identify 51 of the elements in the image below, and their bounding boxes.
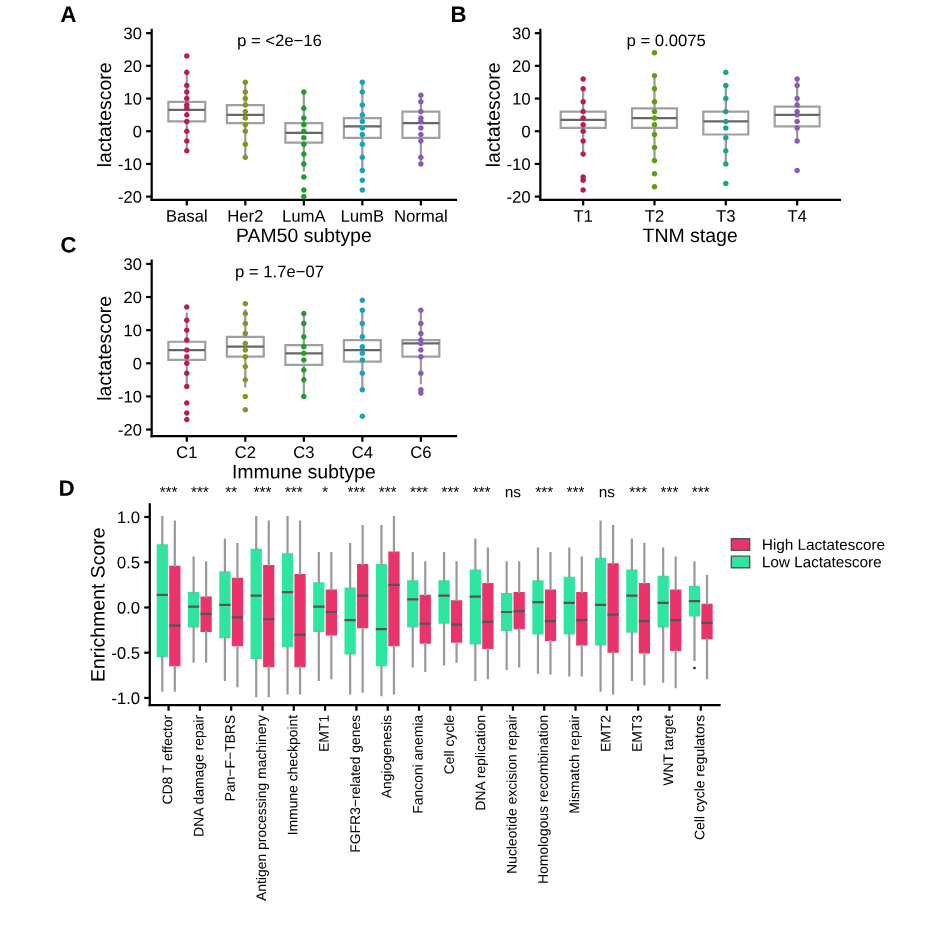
- y-tick-label: -10: [118, 158, 142, 171]
- x-tick-label: Basal: [167, 209, 207, 222]
- y-tick-label: 1.0: [118, 511, 140, 524]
- chart-title: B: [451, 6, 466, 22]
- annotation: p = 0.0075: [627, 34, 706, 50]
- y-tick-label: -1.0: [112, 692, 140, 705]
- x-tick-label: C3: [294, 446, 314, 459]
- x-tick-label: T1: [573, 210, 593, 222]
- x-tick-label: C1: [176, 446, 197, 459]
- y-tick-label: 0.0: [117, 601, 140, 614]
- annotation: p = 1.7e−07: [236, 265, 324, 281]
- x-axis-title: Immune subtype: [233, 464, 375, 483]
- x-tick-label: T2: [645, 210, 664, 222]
- x-tick-label: C6: [411, 446, 431, 459]
- y-tick-label: 0: [133, 357, 142, 370]
- y-axis-title: lactatescore: [485, 63, 500, 166]
- x-tick-label: LumB: [341, 210, 384, 222]
- y-tick-label: 0: [133, 125, 142, 138]
- x-tick-label: T4: [787, 210, 807, 222]
- x-tick-label: Normal: [395, 209, 447, 222]
- y-tick-label: -10: [507, 158, 530, 171]
- y-tick-label: 10: [513, 92, 530, 105]
- y-tick-label: -20: [507, 191, 530, 203]
- y-tick-label: -0.5: [112, 647, 140, 659]
- x-tick-label: C4: [352, 446, 373, 459]
- y-axis-title: Enrichment Score: [90, 528, 105, 681]
- y-tick-label: 30: [124, 27, 142, 40]
- y-tick-label: 0: [522, 125, 530, 138]
- y-tick-label: -20: [118, 191, 142, 203]
- y-tick-label: 20: [124, 291, 142, 304]
- y-tick-label: 0.5: [117, 556, 140, 569]
- x-tick-label: Her2: [228, 210, 263, 222]
- x-tick-label: LumA: [283, 210, 326, 222]
- y-axis-title: lactatescore: [96, 296, 112, 400]
- chart-title: A: [60, 6, 76, 22]
- y-tick-label: 20: [512, 60, 530, 73]
- x-tick-label: C2: [235, 446, 256, 459]
- x-axis-title: PAM50 subtype: [237, 227, 371, 247]
- y-axis-title: lactatescore: [96, 63, 112, 166]
- y-tick-label: -10: [118, 390, 142, 403]
- y-tick-label: 10: [124, 92, 142, 105]
- x-axis-title: TNM stage: [643, 228, 737, 247]
- chart-title: D: [60, 480, 74, 496]
- x-tick-label: T3: [716, 210, 735, 222]
- y-tick-label: 10: [124, 324, 142, 337]
- y-tick-label: 30: [124, 258, 142, 271]
- y-tick-label: -20: [118, 423, 142, 436]
- y-tick-label: 30: [512, 27, 530, 40]
- chart-title: C: [61, 236, 76, 253]
- annotation: p = <2e−16: [238, 34, 322, 50]
- y-tick-label: 20: [124, 60, 142, 73]
